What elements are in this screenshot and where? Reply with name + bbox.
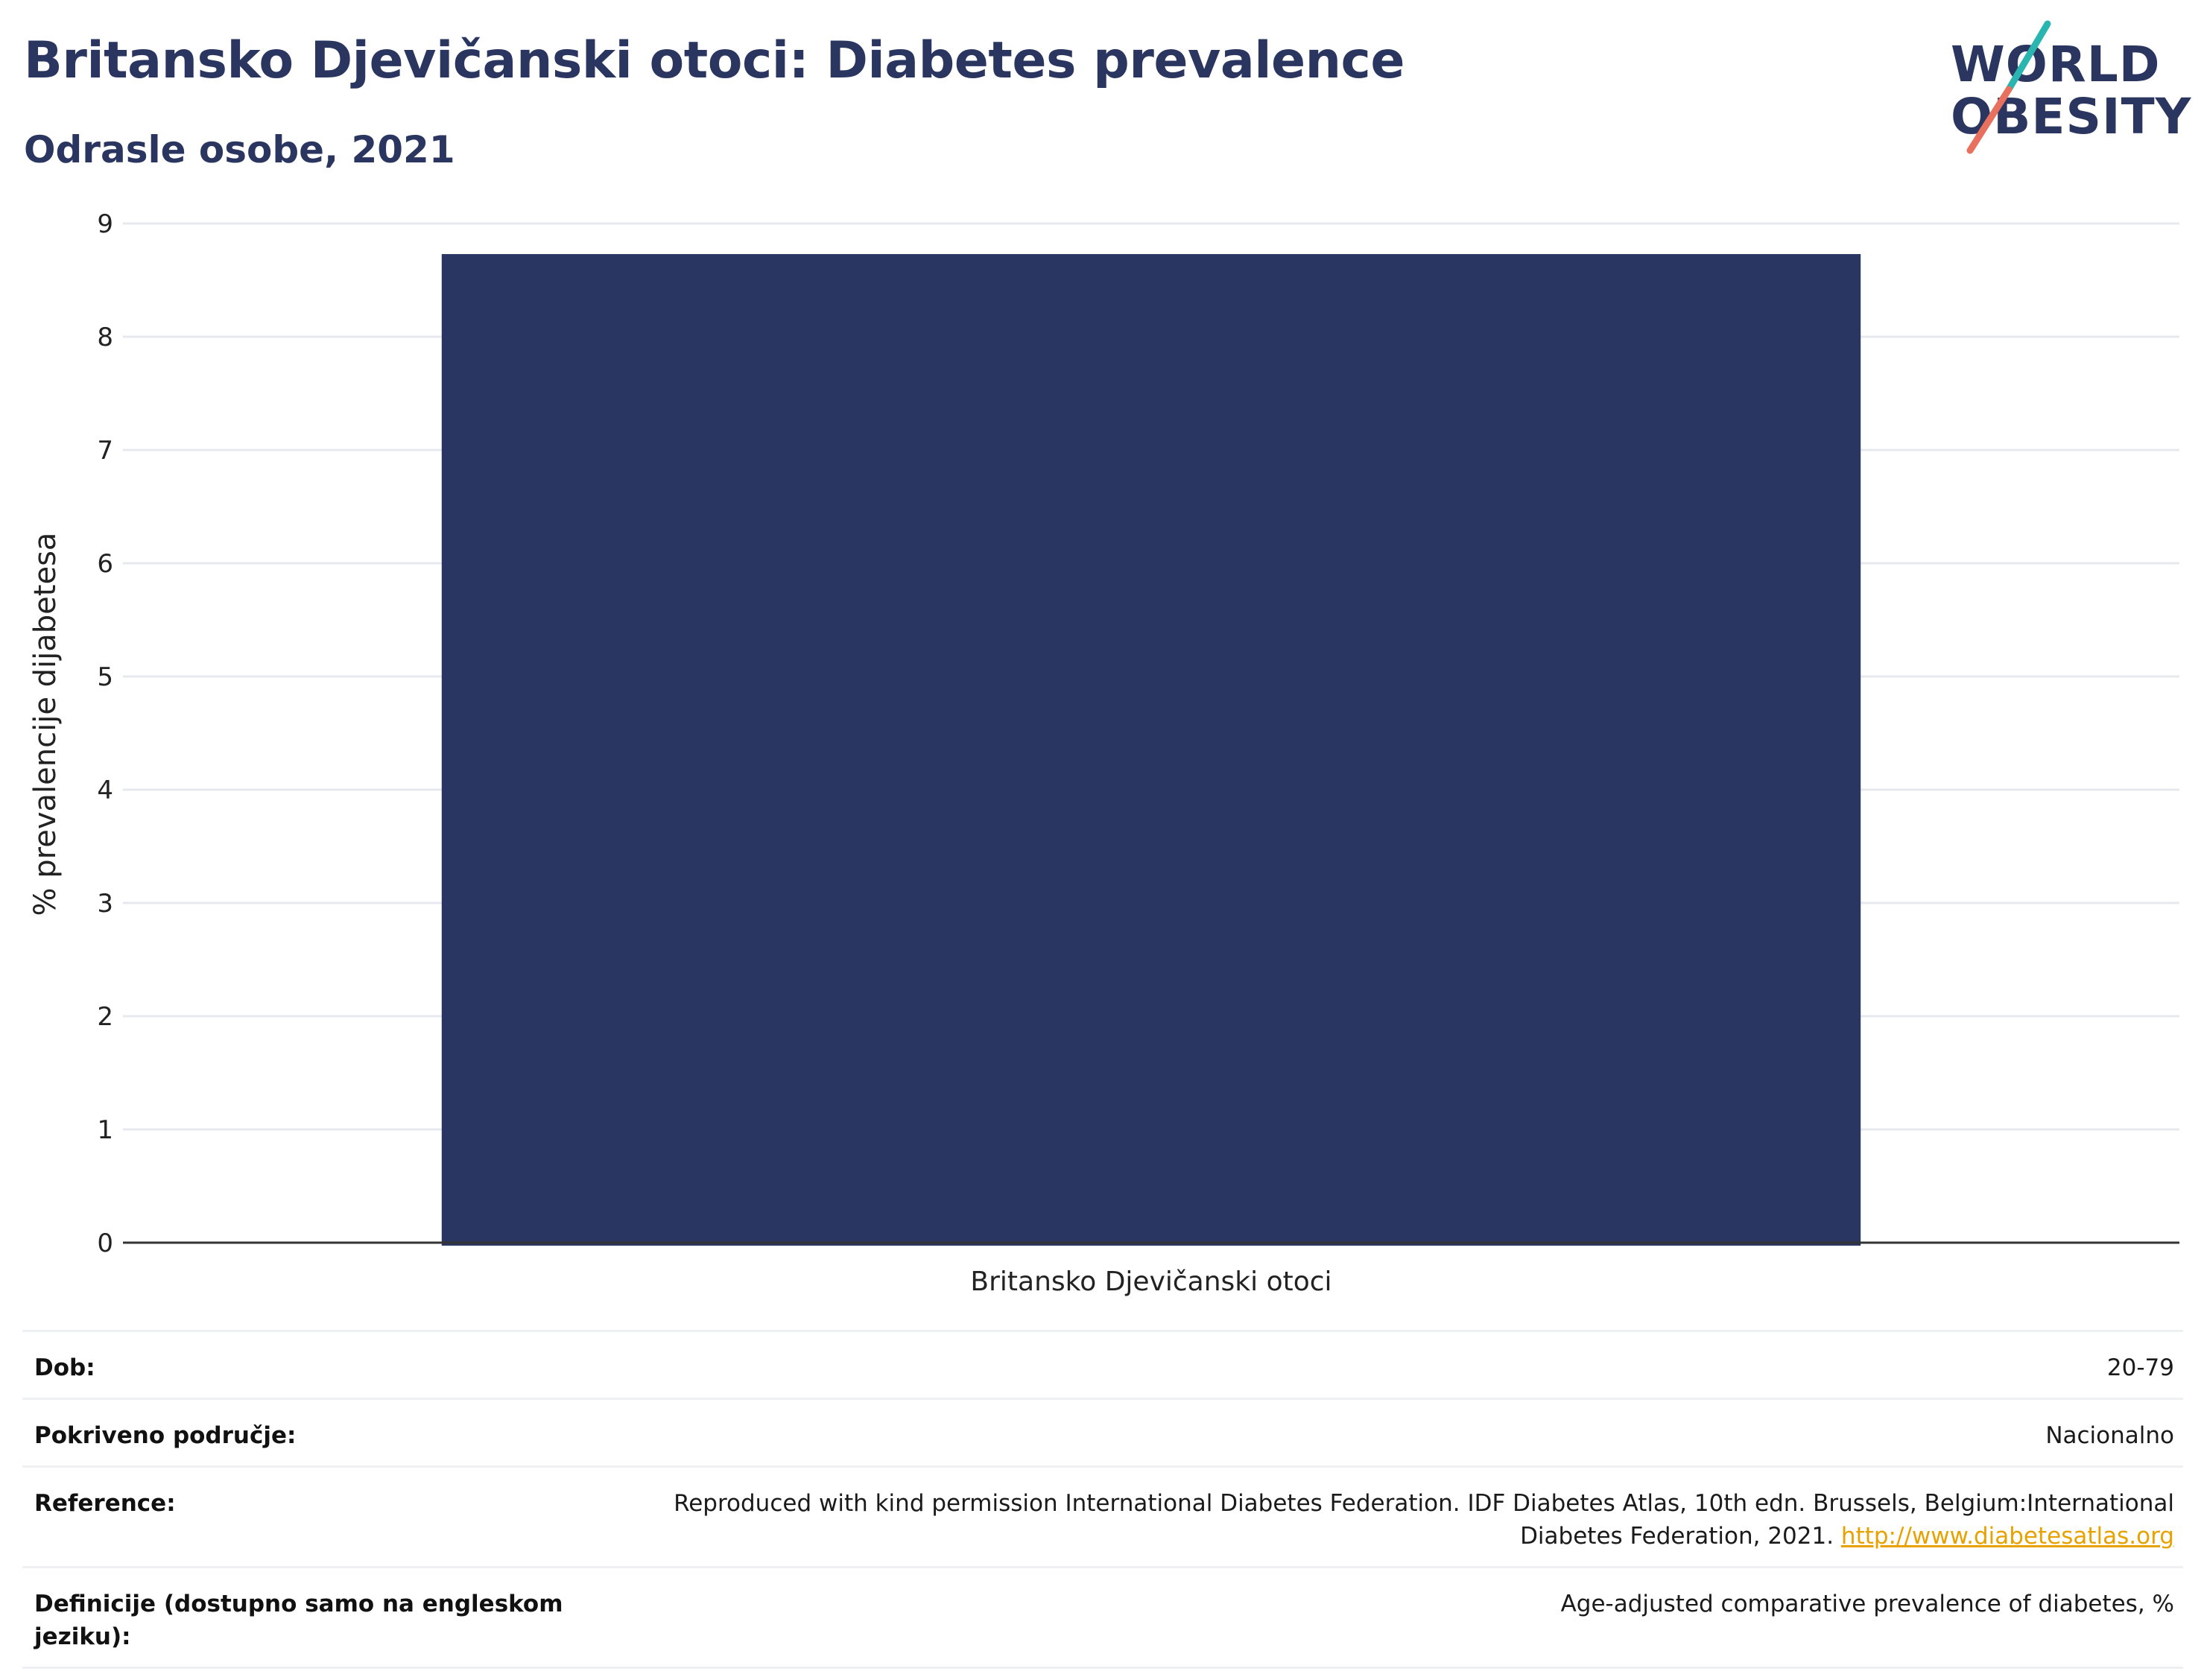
bars (441, 254, 1861, 1246)
y-tick-label: 6 (97, 549, 113, 579)
reference-link[interactable]: http://www.diabetesatlas.org (1840, 1523, 2174, 1550)
meta-row-age: Dob: 20-79 (22, 1330, 2183, 1398)
world-obesity-logo[interactable]: WORLD OBESITY (1937, 15, 2191, 156)
meta-row-reference: Reference: Reproduced with kind permissi… (22, 1465, 2183, 1566)
y-tick-label: 7 (97, 436, 113, 466)
y-axis-label: % prevalencije dijabetesa (28, 533, 63, 916)
meta-row-definition: Definicije (dostupno samo na engleskom j… (22, 1566, 2183, 1669)
y-tick-label: 5 (97, 662, 113, 692)
y-tick-label: 2 (97, 1002, 113, 1032)
y-tick-label: 9 (97, 209, 113, 239)
y-tick-label: 4 (97, 776, 113, 805)
meta-row-coverage: Pokriveno područje: Nacionalno (22, 1398, 2183, 1465)
y-tick-label: 8 (97, 323, 113, 352)
reference-text: Reproduced with kind permission Internat… (674, 1490, 2174, 1550)
x-tick-label: Britansko Djevičanski otoci (970, 1267, 1331, 1296)
meta-label: Definicije (dostupno samo na engleskom j… (34, 1591, 563, 1650)
meta-label: Pokriveno područje: (34, 1422, 297, 1449)
bar[interactable] (441, 254, 1861, 1246)
meta-value: 20-79 (2106, 1354, 2174, 1381)
chart-title: Britansko Djevičanski otoci: Diabetes pr… (24, 31, 1405, 90)
y-tick-label: 0 (97, 1229, 113, 1258)
meta-value: Nacionalno (2045, 1422, 2174, 1449)
logo-slash-icon (1966, 20, 2051, 154)
y-tick-label: 1 (97, 1115, 113, 1145)
meta-label: Reference: (34, 1490, 176, 1517)
x-axis-ticks: Britansko Djevičanski otoci (970, 1267, 1331, 1296)
logo-line1: WORLD (1951, 36, 2161, 93)
chart-subtitle: Odrasle osobe, 2021 (24, 128, 455, 171)
y-axis-ticks: 0 1 2 3 4 5 6 7 8 9 (97, 209, 113, 1258)
bar-chart: 0 1 2 3 4 5 6 7 8 9 Britansko Djevičanski otoci %… (28, 209, 2179, 1296)
meta-value-reference: Reproduced with kind permission Internat… (639, 1487, 2174, 1553)
y-tick-label: 3 (97, 889, 113, 919)
meta-value: Age-adjusted comparative prevalence of d… (1560, 1591, 2174, 1617)
metadata-table: Dob: 20-79 Pokriveno područje: Nacionaln… (22, 1330, 2183, 1669)
meta-label: Dob: (34, 1354, 95, 1381)
